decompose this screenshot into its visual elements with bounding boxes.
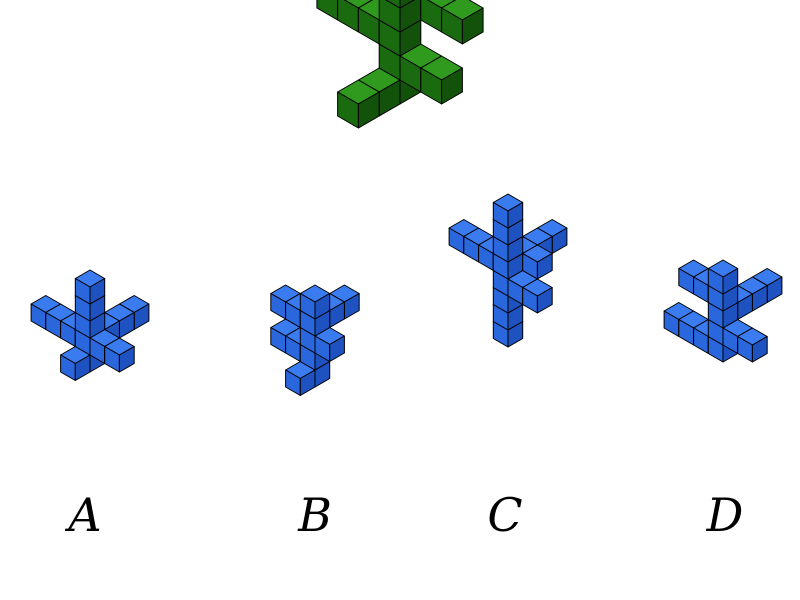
question-cube-face [399,0,415,9]
option-b-cube-face [314,293,331,320]
option-a-cube [74,269,106,305]
option-c-cube [492,193,524,229]
option-a-cube-figure[interactable] [5,269,175,470]
option-c-cube [522,244,553,280]
question-cube-face [461,7,484,45]
option-d-cube-face [722,268,739,295]
option-d-label[interactable]: D [706,488,744,542]
option-b-cube-face [299,369,316,396]
question-cube [420,55,463,105]
option-b-cube [299,284,331,320]
question-cube-figure [316,0,484,129]
option-b-cube-figure[interactable] [240,284,390,475]
option-a-cube-face [74,354,91,381]
option-b-cube [285,361,316,396]
option-a-label[interactable]: A [68,488,102,542]
question-cube-face [357,91,380,129]
question-cube-face [441,67,463,105]
option-a-cube-face [89,278,106,305]
option-d-cube [707,259,739,295]
option-d-cube-figure[interactable] [645,259,800,465]
option-c-label[interactable]: C [487,488,523,542]
option-d-cube-face [751,336,768,363]
option-b-label[interactable]: B [298,488,332,542]
option-a-cube-face [118,346,135,373]
question-cube-face [316,0,339,21]
option-d-cube [737,327,768,363]
question-cube [441,0,484,45]
option-c-cube-figure[interactable] [420,193,595,465]
option-c-cube-face [507,202,524,229]
option-c-cube-face [536,287,553,314]
option-a-cube [104,337,135,373]
question-cube [337,79,380,129]
question-cube [385,0,415,9]
option-b-cube-face [329,335,345,362]
option-c-cube [522,278,553,314]
